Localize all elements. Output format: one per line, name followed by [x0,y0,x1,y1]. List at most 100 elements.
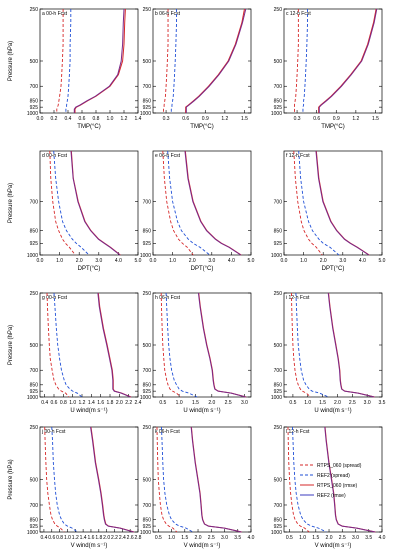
y-tick-label: 700 [143,199,152,205]
series-line [315,150,370,256]
series-line [302,9,308,113]
series-line [156,426,178,533]
series-line [318,8,378,113]
x-tick-label: 0.4 [65,116,72,122]
x-tick-label: 0.0 [37,258,44,264]
y-tick-label: 925 [30,105,39,111]
y-tick-label: 250 [30,291,39,297]
y-tick-label: 1000 [27,530,38,536]
legend-label: RTPS_060 (rmse) [317,483,358,489]
x-tick-label: 1.4 [80,535,87,541]
x-tick-label: 2.2 [125,400,132,406]
x-tick-label: 5.0 [379,258,386,264]
x-axis-label: V wind(m s⁻¹) [71,543,108,549]
x-tick-label: 0.5 [289,400,296,406]
x-tick-label: 1.6 [97,400,104,406]
legend-label: REF2 (spread) [317,473,350,479]
x-tick-label: 0.0 [150,258,157,264]
y-tick-label: 925 [143,241,152,247]
x-tick-label: 0.0 [37,116,44,122]
x-tick-label: 3.5 [234,535,241,541]
y-tick-label: 850 [143,228,152,234]
y-axis-label: Pressure (hPa) [8,41,14,81]
x-tick-label: 0.3 [294,116,301,122]
y-tick-label: 250 [143,425,152,431]
series-line [327,292,375,398]
x-tick-label: 3.0 [352,535,359,541]
x-tick-label: 1.5 [312,535,319,541]
series-line [190,426,242,533]
x-axis-label: DPT(°C) [78,266,101,272]
x-tick-label: 2.0 [103,535,110,541]
series-line [160,292,182,398]
legend-label: RTPS_060 (spread) [317,463,362,469]
x-tick-label: 0.9 [202,116,209,122]
y-tick-label: 850 [274,517,283,523]
y-tick-label: 500 [143,477,152,483]
x-tick-label: 3.5 [365,535,372,541]
y-tick-label: 700 [274,368,283,374]
series-line [44,426,65,533]
y-tick-label: 1000 [271,530,282,536]
series-line [324,426,376,533]
panel-label: d 00-h Fcst [42,153,68,159]
plot-frame [283,150,383,256]
y-tick-label: 1000 [140,530,151,536]
y-tick-label: 700 [143,368,152,374]
x-tick-label: 2.2 [111,535,118,541]
series-line [292,426,327,533]
x-axis-label: V wind(m s⁻¹) [184,543,221,549]
x-axis-label: U wind(m s⁻¹) [70,408,107,414]
series-line [56,9,64,113]
series-line [184,150,242,256]
series-line [318,8,377,113]
x-tick-label: 5.0 [248,258,255,264]
x-tick-label: 2.0 [326,535,333,541]
x-tick-label: 0.8 [56,535,63,541]
panel-label: f 12-h Fcst [286,153,310,159]
x-tick-label: 1.0 [69,400,76,406]
series-line [70,150,121,256]
y-tick-label: 250 [143,7,152,13]
x-tick-label: 3.0 [95,258,102,264]
y-tick-label: 700 [30,84,39,90]
y-tick-label: 925 [274,105,283,111]
series-line [294,9,299,113]
x-axis-label: TMP(°C) [190,124,213,130]
y-axis-label: Pressure (hPa) [8,325,14,365]
x-tick-label: 0.6 [313,116,320,122]
x-tick-label: 2.5 [349,400,356,406]
x-tick-label: 0.8 [60,400,67,406]
x-tick-label: 1.0 [169,258,176,264]
y-tick-label: 700 [274,199,283,205]
y-tick-label: 700 [274,84,283,90]
x-tick-label: 1.0 [299,535,306,541]
series-line [73,8,125,113]
series-line [161,426,193,533]
x-tick-label: 0.4 [40,535,47,541]
x-axis-label: V wind(m s⁻¹) [315,543,352,549]
x-tick-label: 3.0 [364,400,371,406]
y-tick-label: 1000 [140,395,151,401]
y-tick-label: 925 [143,389,152,395]
y-tick-label: 700 [30,503,39,509]
y-tick-label: 850 [274,383,283,389]
y-tick-label: 1000 [271,253,282,259]
x-tick-label: 2.4 [135,400,142,406]
x-tick-label: 1.0 [304,400,311,406]
y-tick-label: 925 [274,241,283,247]
x-tick-label: 1.2 [79,400,86,406]
x-tick-label: 1.2 [121,116,128,122]
series-line [298,150,340,256]
x-tick-label: 1.5 [181,535,188,541]
x-tick-label: 2.5 [208,535,215,541]
y-tick-label: 925 [274,389,283,395]
series-line [315,150,370,256]
x-tick-label: 2.0 [76,258,83,264]
